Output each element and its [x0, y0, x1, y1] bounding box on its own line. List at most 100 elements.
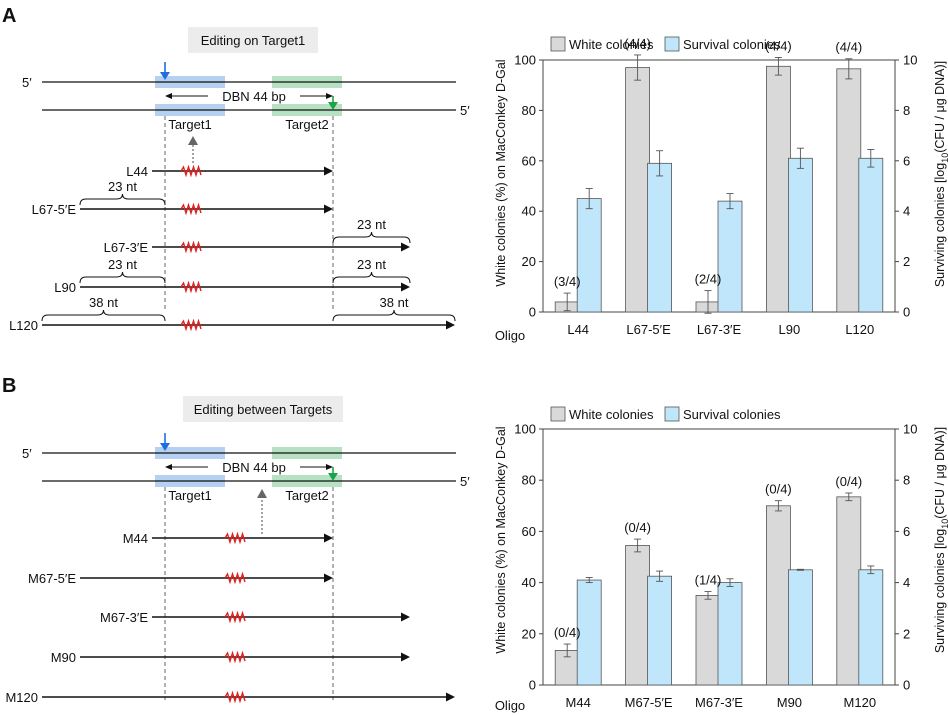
ratio-data-label: (0/4) [765, 482, 792, 497]
right-tick-label: 0 [903, 305, 910, 320]
b-dbn-right-arrowhead [326, 464, 333, 470]
right-extension-label: 23 nt [357, 217, 386, 232]
dbn-left-arrowhead [165, 93, 172, 99]
b-target1-label: Target1 [168, 488, 211, 503]
x-axis-title: Oligo [495, 698, 525, 713]
survival-colonies-bar [788, 569, 813, 686]
x-tick-label: L44 [567, 322, 589, 337]
b-top-strand-5prime: 5′ [22, 446, 32, 461]
x-tick-label: M67-3′E [695, 695, 743, 710]
left-axis-title: White colonies (%) on MacConkey D-Gal [494, 426, 508, 653]
right-extension-brace [332, 271, 411, 284]
left-tick-label: 100 [514, 422, 536, 437]
right-extension-brace [332, 231, 411, 244]
right-tick-label: 2 [903, 626, 910, 641]
blue-cut-arrow-icon [160, 72, 170, 80]
oligo-label: M90 [51, 650, 76, 665]
survival-colonies-errorbar [796, 147, 804, 169]
left-tick-label: 60 [522, 524, 536, 539]
oligo-label: L44 [126, 164, 148, 179]
oligo-arrow-icon [401, 612, 410, 622]
mismatch-zigzag-icon [224, 690, 246, 704]
x-tick-label: M67-5′E [625, 695, 673, 710]
mismatch-zigzag-icon [224, 610, 246, 624]
x-tick-label: L67-3′E [697, 322, 742, 337]
left-extension-brace [79, 193, 166, 206]
mismatch-zigzag-icon [224, 531, 246, 545]
left-tick-label: 0 [529, 678, 536, 693]
oligo-arrow-icon [324, 166, 333, 176]
x-tick-label: M44 [566, 695, 591, 710]
oligo-label: L67-3′E [104, 240, 149, 255]
left-extension-label: 23 nt [108, 257, 137, 272]
white-colonies-bar [695, 595, 721, 686]
b-dbn-label: DBN 44 bp [222, 460, 286, 475]
legend-white-swatch [550, 406, 566, 422]
white-colonies-errorbar [704, 290, 712, 314]
survival-colonies-bar [576, 198, 602, 313]
left-tick-label: 100 [514, 53, 536, 68]
survival-colonies-errorbar [585, 188, 593, 210]
mismatch-zigzag-icon [180, 164, 202, 178]
oligo-arrow-icon [401, 652, 410, 662]
legend-white-swatch [550, 36, 566, 52]
white-colonies-errorbar [634, 54, 642, 81]
oligo-label: M44 [123, 531, 148, 546]
panel-a-letter: A [2, 5, 16, 27]
ratio-data-label: (3/4) [554, 274, 581, 289]
survival-colonies-bar [717, 582, 743, 686]
white-colonies-errorbar [563, 292, 571, 312]
x-tick-label: L120 [845, 322, 874, 337]
ratio-data-label: (4/4) [624, 36, 651, 51]
left-tick-label: 60 [522, 153, 536, 168]
panel-b-schematic: B Editing between Targets 5′ 5′ DBN 44 b… [2, 375, 470, 705]
white-colonies-errorbar [563, 643, 571, 658]
white-colonies-errorbar [845, 58, 853, 80]
left-tick-label: 80 [522, 103, 536, 118]
target2-label: Target2 [285, 117, 328, 132]
survival-colonies-errorbar [585, 577, 593, 584]
bottom-strand-5prime: 5′ [460, 103, 470, 118]
left-tick-label: 40 [522, 204, 536, 219]
ratio-data-label: (0/4) [624, 520, 651, 535]
survival-colonies-errorbar [796, 568, 804, 571]
ratio-data-label: (2/4) [695, 272, 722, 287]
left-extension-label: 38 nt [89, 295, 118, 310]
left-tick-label: 20 [522, 254, 536, 269]
ratio-data-label: (1/4) [695, 573, 722, 588]
x-tick-label: L67-5′E [626, 322, 671, 337]
b-dbn-left-arrowhead [165, 464, 172, 470]
white-colonies-errorbar [704, 591, 712, 600]
legend-survival-swatch [664, 36, 680, 52]
right-tick-label: 2 [903, 254, 910, 269]
mismatch-zigzag-icon [180, 280, 202, 294]
survival-colonies-bar [647, 162, 672, 313]
right-tick-label: 4 [903, 575, 910, 590]
x-axis-title: Oligo [495, 328, 525, 343]
oligo-arrow-icon [324, 533, 333, 543]
mismatch-zigzag-icon [224, 571, 246, 585]
white-colonies-bar [836, 68, 862, 313]
survival-colonies-errorbar [656, 150, 664, 177]
oligo-label: M120 [5, 690, 38, 705]
white-colonies-errorbar [774, 500, 782, 512]
survival-colonies-bar [858, 569, 884, 686]
oligo-label: L90 [54, 280, 76, 295]
survival-colonies-errorbar [656, 570, 664, 582]
oligo-label: L120 [9, 318, 38, 333]
survival-colonies-bar [576, 579, 602, 686]
left-tick-label: 80 [522, 473, 536, 488]
ratio-data-label: (4/4) [835, 40, 862, 55]
right-axis-title: Surviving colonies [log10(CFU / μg DNA)] [933, 61, 948, 287]
oligo-arrow-icon [324, 573, 333, 583]
x-tick-label: M120 [844, 695, 877, 710]
survival-colonies-bar [717, 200, 743, 313]
survival-colonies-errorbar [867, 565, 875, 575]
legend-survival-label: Survival colonies [683, 407, 781, 422]
right-extension-label: 23 nt [357, 257, 386, 272]
oligo-label: M67-5′E [28, 571, 76, 586]
survival-colonies-errorbar [726, 193, 734, 210]
legend-survival-swatch [664, 406, 680, 422]
white-colonies-errorbar [845, 492, 853, 502]
